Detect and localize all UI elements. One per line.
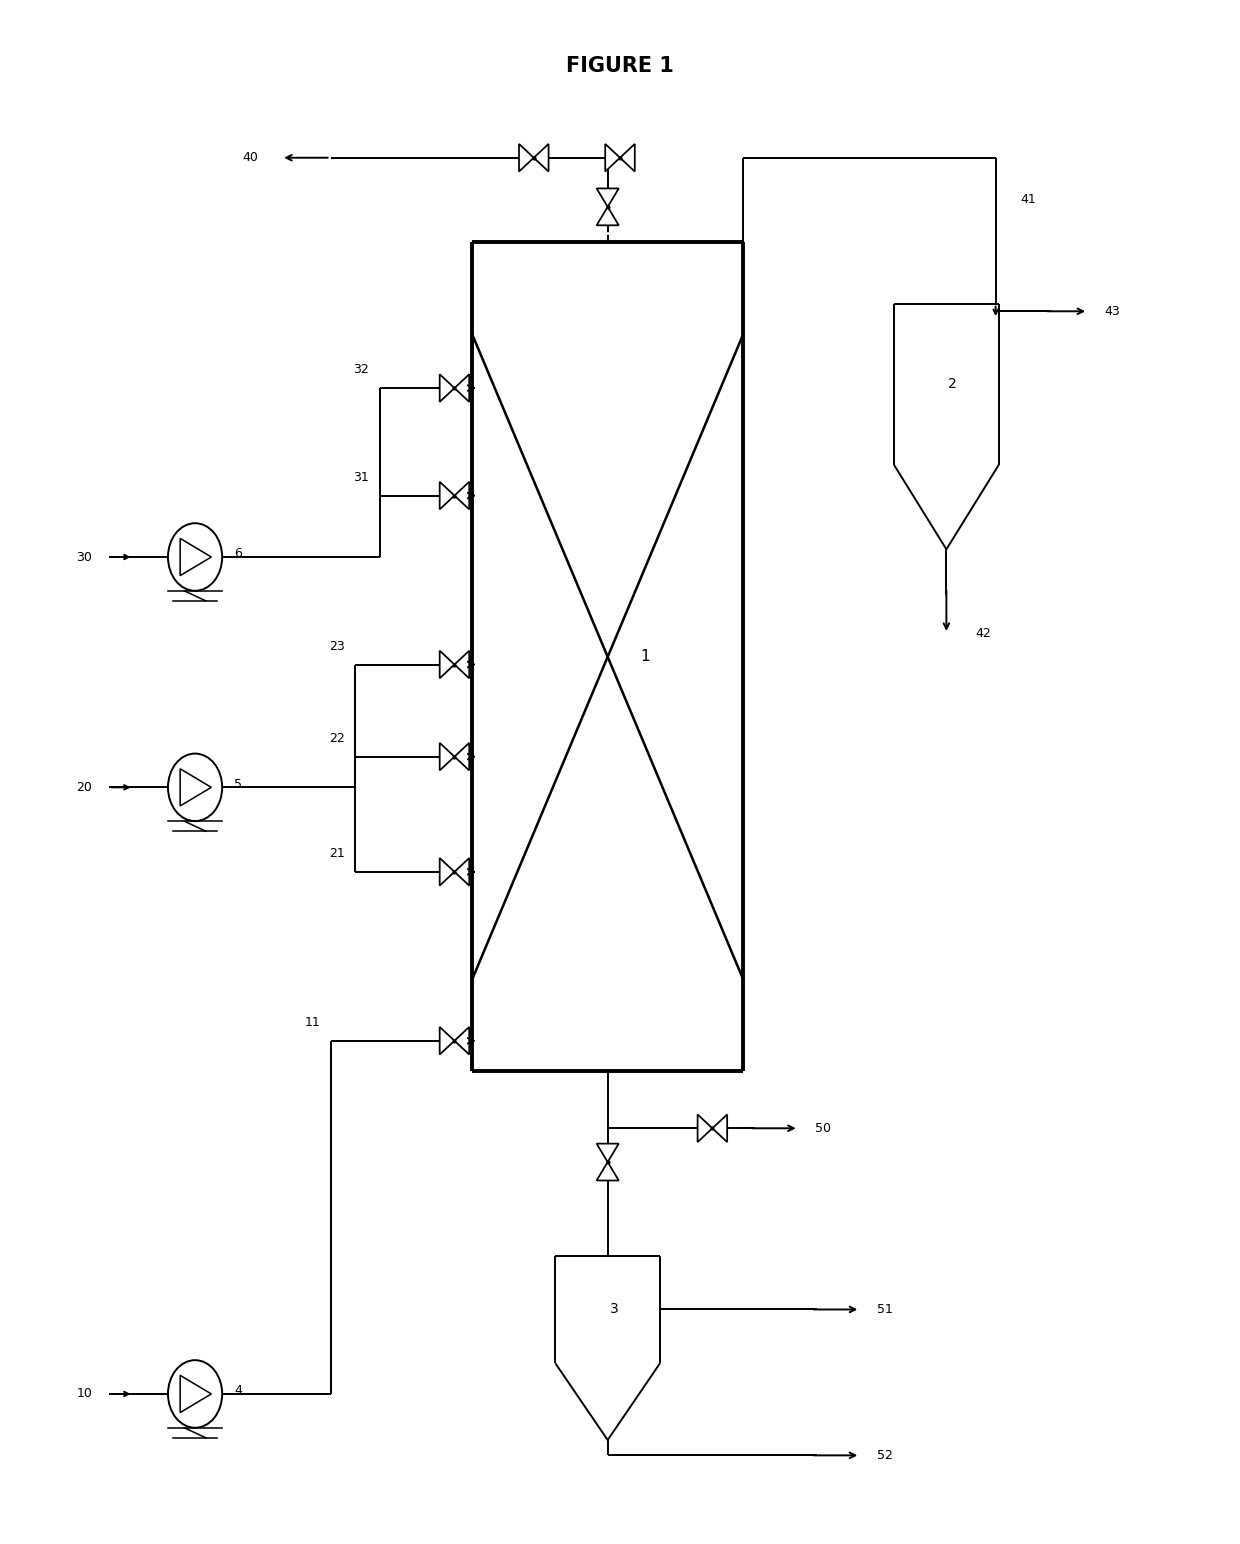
Polygon shape [455,743,469,770]
Text: 23: 23 [329,639,345,653]
Text: 1: 1 [640,650,650,664]
Polygon shape [596,188,619,207]
Text: 30: 30 [77,551,92,564]
Text: 32: 32 [353,363,370,377]
Text: FIGURE 1: FIGURE 1 [567,56,673,76]
Polygon shape [620,144,635,171]
Polygon shape [440,1027,455,1055]
Text: 40: 40 [243,151,258,164]
Text: 4: 4 [234,1385,242,1397]
Text: 10: 10 [77,1388,92,1400]
Text: 51: 51 [877,1303,893,1315]
Polygon shape [712,1115,727,1143]
Polygon shape [455,374,469,401]
Polygon shape [440,743,455,770]
Polygon shape [440,858,455,886]
Polygon shape [440,482,455,510]
Polygon shape [440,650,455,678]
Polygon shape [455,858,469,886]
Polygon shape [605,144,620,171]
Text: 3: 3 [610,1303,619,1317]
Polygon shape [596,1163,619,1181]
Polygon shape [440,374,455,401]
Polygon shape [520,144,533,171]
Polygon shape [455,1027,469,1055]
Text: 41: 41 [1021,193,1037,207]
Text: 22: 22 [329,732,345,744]
Polygon shape [455,650,469,678]
Polygon shape [455,482,469,510]
Text: 6: 6 [234,548,242,560]
Text: 42: 42 [976,627,991,641]
Text: 5: 5 [234,778,243,791]
Text: 21: 21 [329,848,345,860]
Text: 20: 20 [77,781,92,794]
Polygon shape [698,1115,712,1143]
Text: 31: 31 [353,471,370,483]
Text: 43: 43 [1105,304,1121,318]
Polygon shape [596,1144,619,1163]
Text: 11: 11 [304,1016,320,1028]
Polygon shape [596,207,619,225]
Text: 2: 2 [949,377,957,391]
Text: 50: 50 [815,1122,831,1135]
Text: 52: 52 [877,1448,893,1462]
Polygon shape [533,144,548,171]
